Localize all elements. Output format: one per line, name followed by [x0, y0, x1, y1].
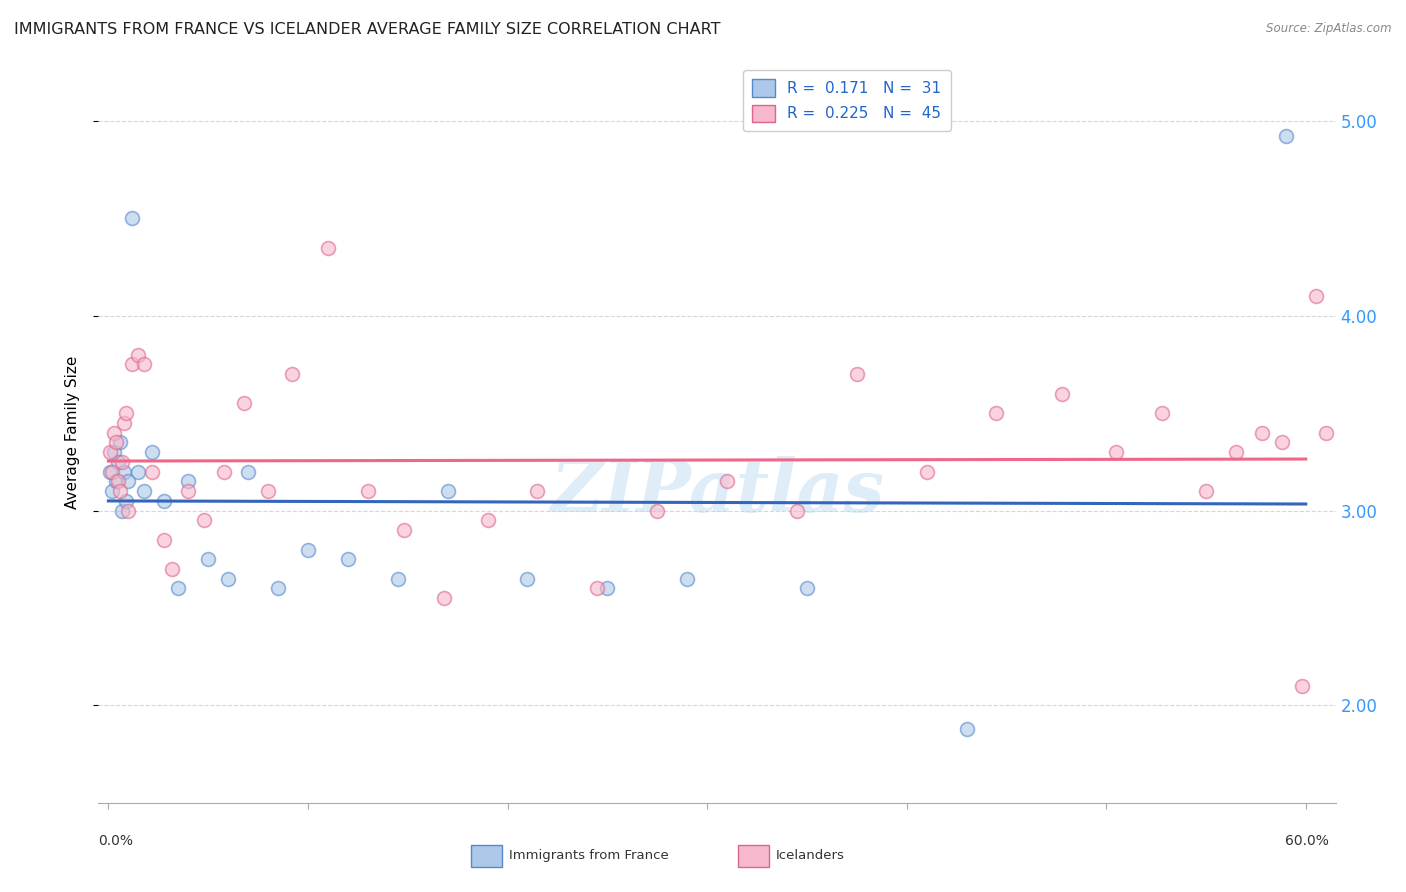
Point: [357, 484, 380, 499]
Point: [141, 445, 163, 459]
Text: IMMIGRANTS FROM FRANCE VS ICELANDER AVERAGE FAMILY SIZE CORRELATION CHART: IMMIGRANTS FROM FRANCE VS ICELANDER AVER…: [14, 22, 720, 37]
Text: 0.0%: 0.0%: [98, 834, 134, 848]
Point: [127, 465, 149, 479]
Point: [676, 572, 699, 586]
Point: [115, 493, 138, 508]
Point: [153, 493, 176, 508]
Point: [233, 396, 256, 410]
Point: [1250, 425, 1272, 440]
Point: [1305, 289, 1327, 303]
Point: [316, 241, 339, 255]
Point: [1225, 445, 1247, 459]
Point: [112, 416, 135, 430]
Point: [1195, 484, 1218, 499]
Point: [796, 582, 818, 596]
Point: [645, 503, 668, 517]
Point: [134, 484, 156, 499]
Point: [115, 406, 138, 420]
Point: [197, 552, 219, 566]
Point: [134, 358, 156, 372]
Point: [162, 562, 184, 576]
Point: [845, 367, 868, 381]
Point: [121, 211, 143, 226]
Point: [103, 445, 125, 459]
Point: [267, 582, 290, 596]
Point: [153, 533, 176, 547]
Point: [716, 475, 738, 489]
Point: [477, 513, 499, 527]
Text: Icelanders: Icelanders: [776, 849, 845, 862]
Point: [955, 722, 977, 736]
Point: [101, 465, 124, 479]
Point: [117, 475, 139, 489]
Point: [1291, 679, 1313, 693]
Point: [1315, 425, 1337, 440]
Point: [127, 348, 149, 362]
Point: [212, 465, 235, 479]
Point: [177, 484, 200, 499]
Point: [1271, 435, 1294, 450]
Point: [516, 572, 538, 586]
Point: [111, 503, 134, 517]
Text: 60.0%: 60.0%: [1285, 834, 1329, 848]
Point: [297, 542, 319, 557]
Point: [586, 582, 609, 596]
Point: [101, 484, 124, 499]
Text: Immigrants from France: Immigrants from France: [509, 849, 669, 862]
Point: [112, 465, 135, 479]
Point: [167, 582, 190, 596]
Point: [100, 465, 122, 479]
Point: [141, 465, 163, 479]
Text: ZIPatlas: ZIPatlas: [550, 457, 884, 527]
Point: [387, 572, 409, 586]
Point: [1105, 445, 1128, 459]
Point: [105, 475, 128, 489]
Point: [1152, 406, 1174, 420]
Point: [433, 591, 456, 606]
Point: [257, 484, 280, 499]
Point: [1052, 386, 1074, 401]
Point: [915, 465, 938, 479]
Point: [436, 484, 458, 499]
Point: [236, 465, 259, 479]
Point: [117, 503, 139, 517]
Point: [336, 552, 359, 566]
Point: [100, 445, 122, 459]
Y-axis label: Average Family Size: Average Family Size: [65, 356, 80, 509]
Point: [177, 475, 200, 489]
Point: [103, 425, 125, 440]
Point: [1275, 129, 1298, 144]
Point: [786, 503, 808, 517]
Point: [107, 475, 129, 489]
Point: [392, 523, 415, 537]
Point: [105, 435, 128, 450]
Point: [193, 513, 215, 527]
Point: [110, 484, 132, 499]
Legend: R =  0.171   N =  31, R =  0.225   N =  45: R = 0.171 N = 31, R = 0.225 N = 45: [744, 70, 950, 131]
Point: [110, 435, 132, 450]
Point: [526, 484, 548, 499]
Point: [281, 367, 304, 381]
Point: [121, 358, 143, 372]
Text: Source: ZipAtlas.com: Source: ZipAtlas.com: [1267, 22, 1392, 36]
Point: [111, 455, 134, 469]
Point: [107, 455, 129, 469]
Point: [986, 406, 1008, 420]
Point: [217, 572, 239, 586]
Point: [596, 582, 619, 596]
